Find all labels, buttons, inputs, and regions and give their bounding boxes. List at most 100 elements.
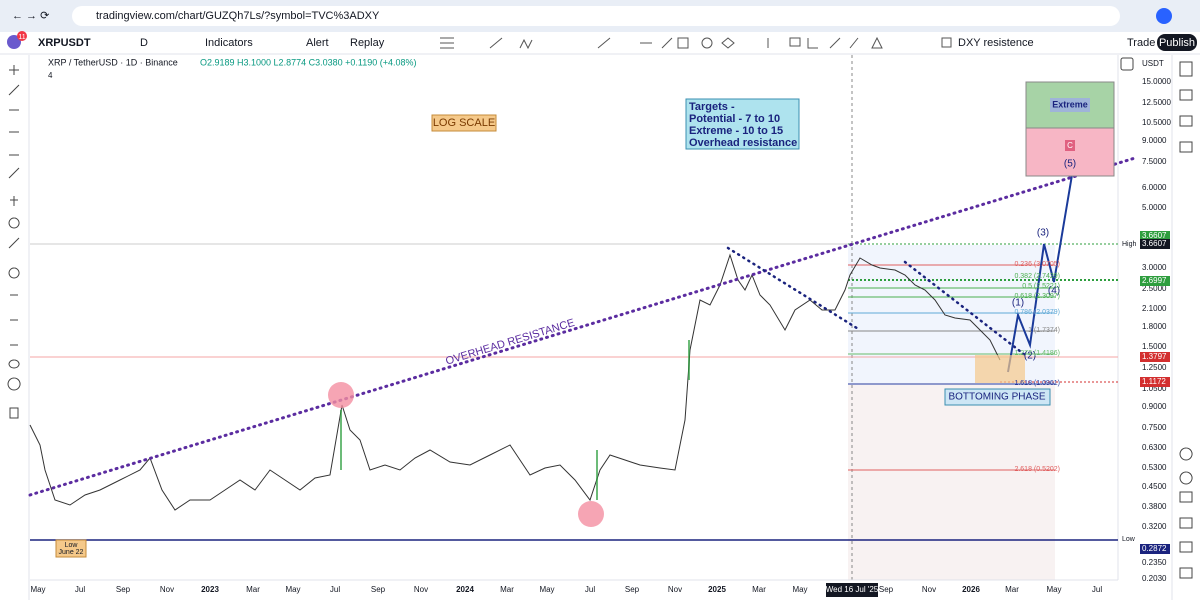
toolbar	[0, 32, 1200, 54]
price-badge-label: 3.6607	[1142, 239, 1167, 248]
time-label: Jul	[75, 585, 85, 594]
address-bar[interactable]	[72, 6, 1120, 26]
price-badge	[1140, 377, 1170, 387]
time-label: Sep	[879, 585, 894, 594]
price-label: 1.5000	[1142, 342, 1167, 351]
price-badge-label: 1.1172	[1142, 377, 1166, 386]
price-label: 10.5000	[1142, 118, 1171, 127]
price-label: 15.0000	[1142, 77, 1171, 86]
price-label: 1.0500	[1142, 384, 1167, 393]
price-badge-label: 2.6997	[1142, 276, 1167, 285]
price-label: 0.4500	[1142, 482, 1167, 491]
time-label: Nov	[160, 585, 174, 594]
legend-ohlc: O2.9189 H3.1000 L2.8774 C3.0380 +0.1190 …	[200, 57, 417, 67]
price-label: 0.2350	[1142, 558, 1167, 567]
price-badge	[1140, 231, 1170, 241]
price-label: 9.0000	[1142, 136, 1167, 145]
wave-label: (4)	[1048, 286, 1060, 297]
fib-label: 0.236 (3.0705)	[1014, 261, 1060, 268]
time-label: Jul	[1092, 585, 1102, 594]
time-label: 2024	[456, 585, 474, 594]
profile[interactable]	[1156, 8, 1172, 24]
indicator-count: 4	[48, 71, 53, 80]
targets-line: Extreme - 10 to 15	[689, 125, 783, 137]
price-label: 0.3200	[1142, 522, 1167, 531]
publish-btn[interactable]	[1157, 34, 1197, 51]
price-label: 0.5300	[1142, 463, 1167, 472]
price-label: 0.6300	[1142, 443, 1167, 452]
indicators-btn[interactable]: Indicators	[205, 37, 253, 49]
time-label: Sep	[371, 585, 386, 594]
time-label: Mar	[500, 585, 514, 594]
time-label: Mar	[752, 585, 766, 594]
targets-line: Overhead resistance	[689, 137, 797, 149]
interval[interactable]: D	[140, 37, 148, 49]
url: tradingview.com/chart/GUZQh7Ls/?symbol=T…	[96, 10, 380, 22]
targets-line: Targets -	[689, 101, 735, 113]
time-label: May	[1046, 585, 1061, 594]
left-tools[interactable]	[7, 65, 21, 419]
log-scale-box	[431, 114, 497, 132]
nav-buttons[interactable]: ← → ⟳	[12, 10, 49, 22]
time-label: Nov	[414, 585, 428, 594]
time-label: 2026	[962, 585, 980, 594]
fib-label: 0.382 (2.7429)	[1014, 273, 1060, 280]
time-label: Mar	[1005, 585, 1019, 594]
fib-label: 0.786 (2.0379)	[1014, 309, 1060, 316]
fib-label: 0.5 (2.5221)	[1022, 283, 1060, 290]
low-note: Low	[65, 542, 79, 549]
trade-btn[interactable]: Trade	[1127, 37, 1155, 49]
price-label: 2.1000	[1142, 304, 1167, 313]
fib-label: 2.618 (0.5202)	[1014, 466, 1060, 473]
time-label: Wed 16 Jul '25	[826, 585, 879, 594]
time-label: May	[285, 585, 300, 594]
fib-label: 1.272 (1.4186)	[1014, 350, 1060, 357]
price-badge-label: 0.2872	[1142, 544, 1167, 553]
potential-zone	[1025, 127, 1115, 177]
c-label: C	[1067, 141, 1073, 150]
time-label: Jul	[330, 585, 340, 594]
time-label: 2023	[201, 585, 219, 594]
user-avatar[interactable]	[7, 35, 21, 49]
time-label: Sep	[116, 585, 131, 594]
time-label: Mar	[246, 585, 260, 594]
time-label: May	[30, 585, 45, 594]
overhead-label: OVERHEAD RESISTANCE	[444, 317, 576, 368]
price-badge	[1140, 276, 1170, 286]
time-label: 2025	[708, 585, 726, 594]
fib-label: 0.618 (2.3097)	[1014, 293, 1060, 300]
crosshair-date-bg	[826, 583, 878, 597]
price-label: 2.5000	[1142, 284, 1167, 293]
price-label: 0.9000	[1142, 402, 1167, 411]
price-label: 0.2030	[1142, 574, 1167, 583]
price-badge-label: 1.3797	[1142, 352, 1167, 361]
price-label: 3.0000	[1142, 263, 1167, 272]
extreme-label: Extreme	[1052, 99, 1088, 109]
symbol[interactable]: XRPUSDT	[38, 37, 91, 49]
axis-currency: USDT	[1142, 59, 1164, 68]
bottoming-label: BOTTOMING PHASE	[948, 392, 1045, 403]
price-label: 6.0000	[1142, 183, 1167, 192]
left-toolbar	[0, 55, 29, 600]
high-label: High	[1122, 241, 1137, 248]
price-label: 0.3800	[1142, 502, 1167, 511]
price-label: 0.7500	[1142, 423, 1167, 432]
price-label: 1.8000	[1142, 322, 1167, 331]
alert-btn[interactable]: Alert	[306, 37, 329, 49]
drawing-tools[interactable]	[440, 36, 883, 50]
low-note: June 22	[59, 549, 84, 556]
replay-btn[interactable]: Replay	[350, 37, 385, 49]
price-label: 5.0000	[1142, 203, 1167, 212]
fib-label: 1.618 (1.0961)	[1014, 380, 1060, 387]
right-tools[interactable]	[1179, 61, 1193, 579]
time-label: May	[539, 585, 554, 594]
right-sidebar	[1172, 55, 1200, 600]
time-label: Jul	[585, 585, 595, 594]
price-badge	[1140, 239, 1170, 249]
time-label: Nov	[922, 585, 936, 594]
time-label: Nov	[668, 585, 682, 594]
targets-line: Potential - 7 to 10	[689, 113, 780, 125]
price-badge-label: 3.6607	[1142, 231, 1167, 240]
layout-name[interactable]: DXY resistence	[958, 37, 1034, 49]
